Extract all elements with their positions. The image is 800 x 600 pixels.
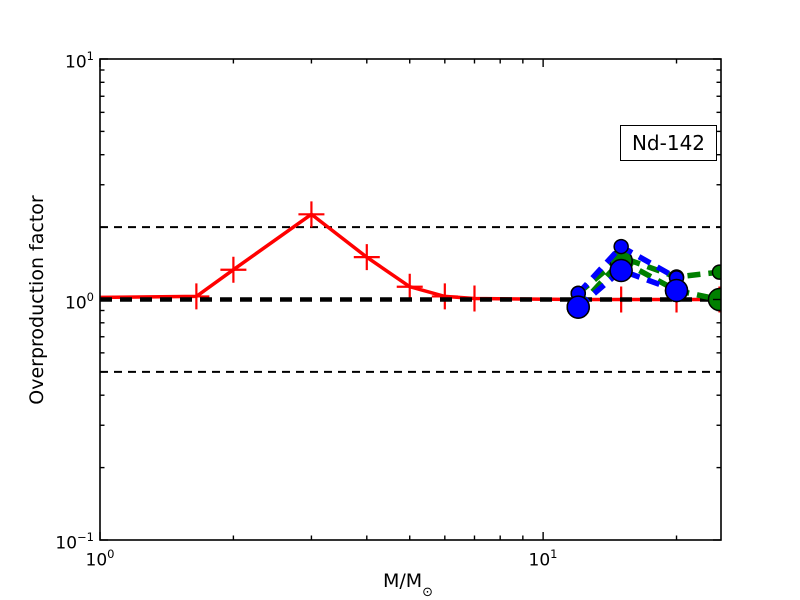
massive-star-green-dashed-small-circles-line xyxy=(576,254,720,296)
isotope-label-box: Nd-142 xyxy=(620,125,717,161)
x-tick-label-10e0: 100 xyxy=(85,547,115,571)
x-tick-label-10e1: 101 xyxy=(528,547,558,571)
y-tick-label-10e0: 100 xyxy=(65,290,94,314)
x-axis-label: M/M⊙ xyxy=(308,570,508,600)
massive-star-blue-dashed-large-circles-marker xyxy=(664,278,689,303)
axis-ticks xyxy=(99,58,721,541)
agb-models-red-solid-plus-marker xyxy=(183,283,210,310)
massive-star-green-dashed-small-circles-marker xyxy=(711,264,721,280)
agb-models-red-solid-plus-marker xyxy=(298,201,325,228)
isotope-label: Nd-142 xyxy=(631,131,706,155)
agb-models-red-solid-plus-marker xyxy=(431,283,458,310)
massive-star-blue-dashed-small-circles-marker xyxy=(613,238,629,255)
data-layer xyxy=(100,201,721,373)
massive-star-blue-dashed-large-circles-line xyxy=(576,267,678,310)
massive-star-blue-dashed-large-circles-marker xyxy=(566,295,590,319)
y-tick-label-10e-1: 10−1 xyxy=(55,530,94,554)
sun-symbol: ⊙ xyxy=(422,584,434,600)
agb-models-red-solid-plus-marker xyxy=(396,273,423,300)
massive-star-blue-dashed-large-circles-marker xyxy=(609,258,633,283)
y-tick-label-10e1: 101 xyxy=(65,49,94,73)
x-axis-label-text: M/M xyxy=(382,570,423,592)
agb-models-red-solid-plus-marker xyxy=(220,256,247,283)
agb-models-red-solid-plus-marker xyxy=(353,244,380,271)
massive-star-green-dashed-large-circles-line xyxy=(576,257,721,309)
